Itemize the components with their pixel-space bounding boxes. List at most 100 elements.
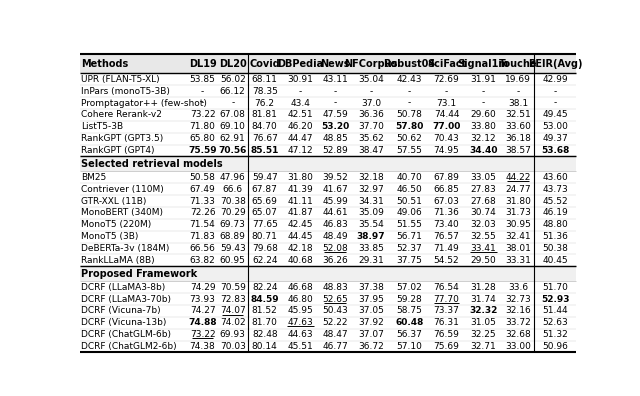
Text: 69.73: 69.73 (220, 220, 246, 229)
Text: 66.85: 66.85 (433, 185, 460, 194)
Text: 33.6: 33.6 (508, 283, 528, 292)
Text: 33.72: 33.72 (506, 318, 531, 327)
Text: MonoT5 (220M): MonoT5 (220M) (81, 220, 152, 229)
Text: 34.40: 34.40 (469, 146, 498, 155)
Text: 73.22: 73.22 (189, 110, 216, 120)
Text: 30.74: 30.74 (470, 208, 496, 217)
Text: 45.51: 45.51 (287, 342, 314, 351)
Text: 32.12: 32.12 (470, 134, 496, 143)
Text: 65.80: 65.80 (189, 134, 216, 143)
Text: DCRF (LLaMA3-8b): DCRF (LLaMA3-8b) (81, 283, 166, 292)
Text: 32.97: 32.97 (358, 185, 384, 194)
Text: DCRF (ChatGLM2-6b): DCRF (ChatGLM2-6b) (81, 342, 177, 351)
Text: 33.60: 33.60 (505, 122, 531, 131)
Text: 48.47: 48.47 (323, 330, 348, 339)
Text: 60.48: 60.48 (396, 318, 424, 327)
Text: -: - (231, 99, 234, 108)
Text: 74.02: 74.02 (220, 318, 246, 327)
Text: 19.69: 19.69 (505, 75, 531, 84)
Text: 40.70: 40.70 (397, 173, 422, 182)
Text: 70.56: 70.56 (219, 146, 247, 155)
Text: 60.95: 60.95 (220, 256, 246, 265)
Text: 49.06: 49.06 (397, 208, 422, 217)
Text: 72.26: 72.26 (189, 208, 216, 217)
Text: 43.11: 43.11 (323, 75, 348, 84)
Text: 50.38: 50.38 (542, 244, 568, 253)
Text: 45.95: 45.95 (287, 307, 314, 316)
Text: 47.96: 47.96 (220, 173, 246, 182)
Text: 81.81: 81.81 (252, 110, 278, 120)
Text: 32.32: 32.32 (469, 307, 497, 316)
Text: 31.73: 31.73 (505, 208, 531, 217)
Text: 32.25: 32.25 (470, 330, 496, 339)
Text: 73.37: 73.37 (433, 307, 460, 316)
Text: 38.01: 38.01 (505, 244, 531, 253)
Text: Signal1m: Signal1m (458, 59, 509, 69)
Text: 29.60: 29.60 (470, 110, 496, 120)
Text: 33.31: 33.31 (505, 256, 531, 265)
Text: 52.93: 52.93 (541, 295, 570, 304)
Text: -: - (369, 87, 372, 96)
Text: 68.11: 68.11 (252, 75, 278, 84)
Text: 57.02: 57.02 (397, 283, 422, 292)
Text: 84.70: 84.70 (252, 122, 278, 131)
Text: 50.58: 50.58 (189, 173, 216, 182)
Text: 31.05: 31.05 (470, 318, 496, 327)
Text: DCRF (Vicuna-13b): DCRF (Vicuna-13b) (81, 318, 167, 327)
Bar (80, 156, 576, 171)
Text: 73.93: 73.93 (189, 295, 216, 304)
Text: 57.55: 57.55 (397, 146, 422, 155)
Text: 38.47: 38.47 (358, 146, 384, 155)
Text: 50.78: 50.78 (397, 110, 422, 120)
Text: 32.03: 32.03 (470, 220, 496, 229)
Text: 65.69: 65.69 (252, 196, 278, 206)
Text: 82.24: 82.24 (252, 283, 278, 292)
Text: 42.43: 42.43 (397, 75, 422, 84)
Text: 52.08: 52.08 (323, 244, 348, 253)
Text: 80.14: 80.14 (252, 342, 278, 351)
Text: 51.36: 51.36 (542, 232, 568, 241)
Text: 63.82: 63.82 (189, 256, 216, 265)
Text: 44.22: 44.22 (506, 173, 531, 182)
Text: 41.87: 41.87 (287, 208, 314, 217)
Text: 57.10: 57.10 (397, 342, 422, 351)
Text: 71.49: 71.49 (434, 244, 460, 253)
Text: -: - (445, 87, 448, 96)
Text: 50.43: 50.43 (323, 307, 348, 316)
Text: 32.41: 32.41 (506, 232, 531, 241)
Text: 58.75: 58.75 (397, 307, 422, 316)
Text: 37.95: 37.95 (358, 295, 384, 304)
Text: -: - (333, 99, 337, 108)
Text: 67.89: 67.89 (433, 173, 460, 182)
Text: 74.44: 74.44 (434, 110, 460, 120)
Text: 75.59: 75.59 (188, 146, 217, 155)
Text: 73.40: 73.40 (434, 220, 460, 229)
Text: DCRF (LLaMA3-70b): DCRF (LLaMA3-70b) (81, 295, 172, 304)
Text: 70.29: 70.29 (220, 208, 246, 217)
Text: 31.74: 31.74 (470, 295, 496, 304)
Text: 72.69: 72.69 (434, 75, 460, 84)
Text: 71.83: 71.83 (189, 232, 216, 241)
Text: 78.35: 78.35 (252, 87, 278, 96)
Text: MonoT5 (3B): MonoT5 (3B) (81, 232, 139, 241)
Text: 52.22: 52.22 (323, 318, 348, 327)
Text: 73.1: 73.1 (436, 99, 456, 108)
Text: 42.18: 42.18 (287, 244, 313, 253)
Text: 67.87: 67.87 (252, 185, 278, 194)
Text: Covid: Covid (250, 59, 280, 69)
Text: 50.62: 50.62 (397, 134, 422, 143)
Text: 38.97: 38.97 (356, 232, 385, 241)
Text: 66.12: 66.12 (220, 87, 246, 96)
Text: -: - (333, 87, 337, 96)
Text: Cohere Rerank-v2: Cohere Rerank-v2 (81, 110, 163, 120)
Text: ListT5-3B: ListT5-3B (81, 122, 124, 131)
Text: 69.10: 69.10 (220, 122, 246, 131)
Text: 43.4: 43.4 (291, 99, 310, 108)
Text: 46.19: 46.19 (542, 208, 568, 217)
Text: 32.68: 32.68 (506, 330, 531, 339)
Text: 37.70: 37.70 (358, 122, 384, 131)
Text: 37.0: 37.0 (361, 99, 381, 108)
Text: RankLLaMA (8B): RankLLaMA (8B) (81, 256, 155, 265)
Text: 32.73: 32.73 (506, 295, 531, 304)
Text: 43.73: 43.73 (542, 185, 568, 194)
